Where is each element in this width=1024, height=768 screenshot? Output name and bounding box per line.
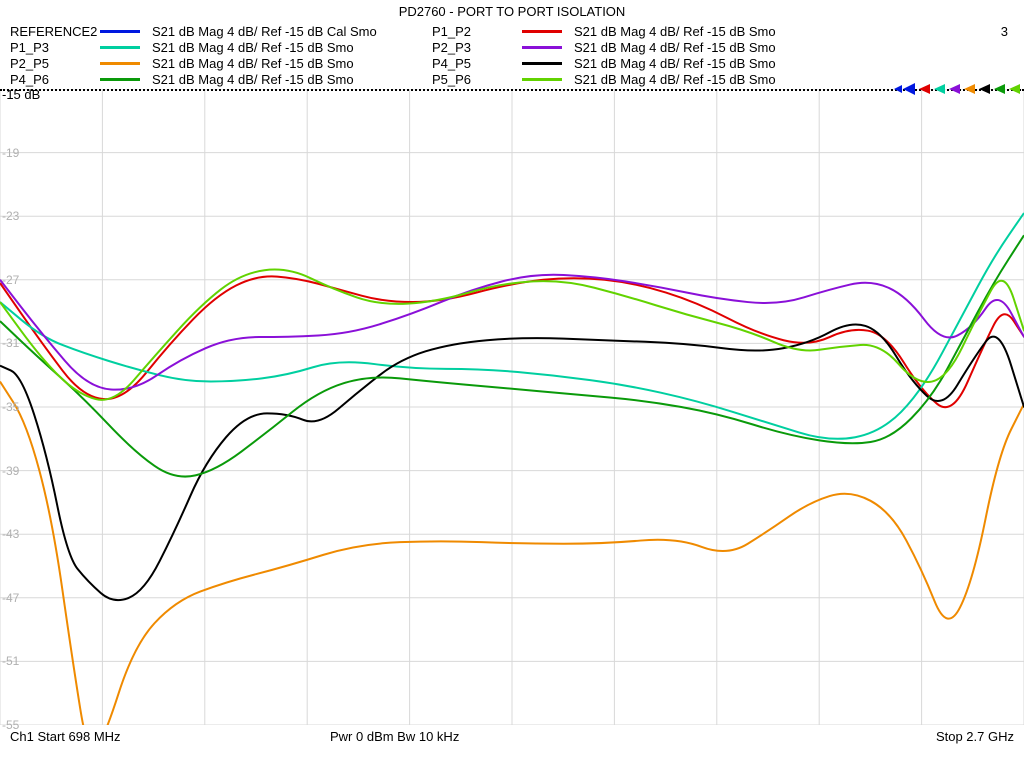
marker-icon (946, 83, 960, 95)
legend-row: REFERENCE2 S21 dB Mag 4 dB/ Ref -15 dB Ca… (10, 23, 1014, 39)
footer-stop: Stop 2.7 GHz (814, 729, 1014, 744)
legend-swatch (522, 62, 562, 65)
legend-desc: S21 dB Mag 4 dB/ Ref -15 dB Smo (152, 56, 432, 71)
y-tick-label: -43 (2, 527, 19, 541)
legend-name: REFERENCE2 (10, 24, 100, 39)
footer-power: Pwr 0 dBm Bw 10 kHz (330, 729, 814, 744)
legend-entry: P5_P6 S21 dB Mag 4 dB/ Ref -15 dB Smo (432, 72, 854, 87)
chart-svg (0, 89, 1024, 725)
plot-area: -15 dB -19-23-27-31-35-39-43-47-51-55 (0, 89, 1024, 725)
legend-desc: S21 dB Mag 4 dB/ Ref -15 dB Smo (574, 40, 854, 55)
legend-entry: REFERENCE2 S21 dB Mag 4 dB/ Ref -15 dB Ca… (10, 24, 432, 39)
legend-swatch (522, 78, 562, 81)
footer-status: Ch1 Start 698 MHz Pwr 0 dBm Bw 10 kHz St… (0, 725, 1024, 748)
legend-name: P4_P5 (432, 56, 522, 71)
legend-swatch (100, 78, 140, 81)
legend-entry: P4_P5 S21 dB Mag 4 dB/ Ref -15 dB Smo (432, 56, 854, 71)
legend-row: P1_P3S21 dB Mag 4 dB/ Ref -15 dB SmoP2_P… (10, 39, 1014, 55)
legend-desc: S21 dB Mag 4 dB/ Ref -15 dB Smo (152, 72, 432, 87)
legend-name: P1_P3 (10, 40, 100, 55)
legend: REFERENCE2 S21 dB Mag 4 dB/ Ref -15 dB Ca… (0, 19, 1024, 89)
legend-row: P2_P5S21 dB Mag 4 dB/ Ref -15 dB SmoP4_P… (10, 55, 1014, 71)
legend-swatch (100, 62, 140, 65)
legend-row: P4_P6S21 dB Mag 4 dB/ Ref -15 dB SmoP5_P… (10, 71, 1014, 87)
legend-desc: S21 dB Mag 4 dB/ Ref -15 dB Smo (152, 40, 432, 55)
legend-swatch (100, 30, 140, 33)
marker-icon (1006, 83, 1020, 95)
legend-entry: P1_P2 S21 dB Mag 4 dB/ Ref -15 dB Smo (432, 24, 854, 39)
y-tick-label: -19 (2, 146, 19, 160)
legend-desc: S21 dB Mag 4 dB/ Ref -15 dB Cal Smo (152, 24, 432, 39)
legend-entry: P4_P6 S21 dB Mag 4 dB/ Ref -15 dB Smo (10, 72, 432, 87)
legend-name: P2_P5 (10, 56, 100, 71)
legend-name: P2_P3 (432, 40, 522, 55)
y-tick-label: -31 (2, 336, 19, 350)
marker-icon (931, 83, 945, 95)
y-tick-label: -23 (2, 209, 19, 223)
legend-swatch (100, 46, 140, 49)
chart-title: PD2760 - PORT TO PORT ISOLATION (0, 0, 1024, 19)
marker-icon (916, 83, 930, 95)
legend-entry: P1_P3 S21 dB Mag 4 dB/ Ref -15 dB Smo (10, 40, 432, 55)
y-tick-label: -39 (2, 464, 19, 478)
marker-row (893, 83, 1020, 95)
y-tick-label: -27 (2, 273, 19, 287)
marker-icon (976, 83, 990, 95)
legend-entry: P2_P3 S21 dB Mag 4 dB/ Ref -15 dB Smo (432, 40, 854, 55)
y-tick-label: -55 (2, 718, 19, 732)
y-tick-label: -47 (2, 591, 19, 605)
marker-icon (893, 83, 915, 95)
legend-desc: S21 dB Mag 4 dB/ Ref -15 dB Smo (574, 24, 854, 39)
legend-swatch (522, 46, 562, 49)
legend-swatch (522, 30, 562, 33)
ref-line (0, 89, 1024, 91)
legend-desc: S21 dB Mag 4 dB/ Ref -15 dB Smo (574, 72, 854, 87)
legend-name: P4_P6 (10, 72, 100, 87)
y-tick-label: -51 (2, 654, 19, 668)
legend-desc: S21 dB Mag 4 dB/ Ref -15 dB Smo (574, 56, 854, 71)
legend-entry: P2_P5 S21 dB Mag 4 dB/ Ref -15 dB Smo (10, 56, 432, 71)
marker-icon (991, 83, 1005, 95)
ref-level-label: -15 dB (2, 87, 40, 102)
y-tick-label: -35 (2, 400, 19, 414)
footer-start: Ch1 Start 698 MHz (10, 729, 330, 744)
top-right-number: 3 (854, 24, 1014, 39)
legend-name: P1_P2 (432, 24, 522, 39)
marker-icon (961, 83, 975, 95)
legend-name: P5_P6 (432, 72, 522, 87)
